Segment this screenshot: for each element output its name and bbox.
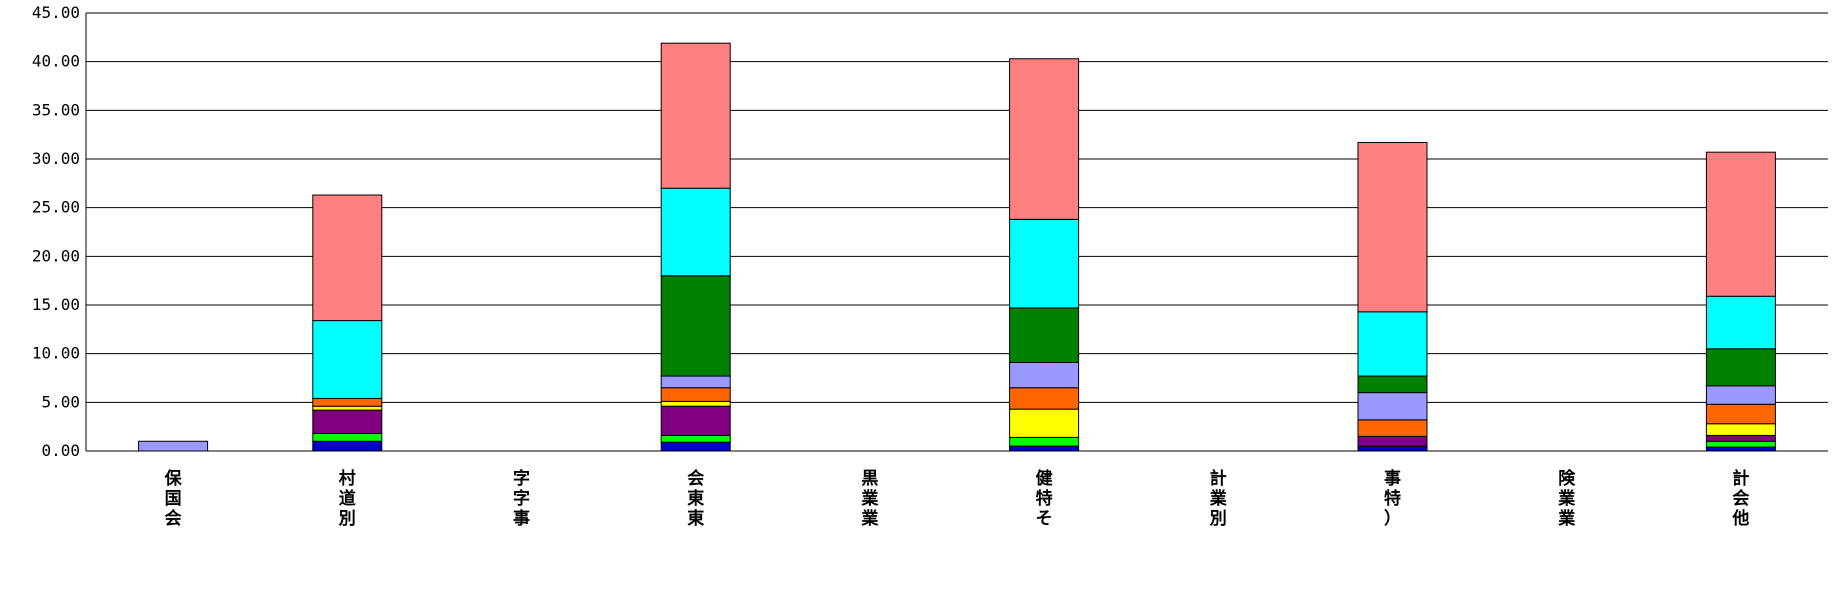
y-tick-label: 25.00 [32,198,80,217]
bar-segment [1705,403,1776,425]
x-category-label: 村道別 [338,468,356,529]
bar-segment [1009,58,1080,220]
bar-segment [1357,141,1428,313]
x-category-label: 字字事 [513,468,530,529]
bar-segment [1357,392,1428,421]
y-tick-label: 5.00 [41,392,80,411]
bar-segment [1009,387,1080,410]
y-tick-label: 45.00 [32,3,80,22]
bar-segment [312,432,383,442]
y-tick-label: 35.00 [32,100,80,119]
y-tick-label: 40.00 [32,52,80,71]
bar-segment [312,405,383,411]
bar-segment [660,400,731,407]
bar-segment [138,440,209,452]
bar-segment [1705,348,1776,387]
bar-segment [312,409,383,434]
bar-segment [1357,435,1428,447]
x-category-label: 健特そ [1036,468,1053,529]
x-category-label: 計業別 [1209,468,1227,529]
bar-segment [312,320,383,399]
bar-segment [1705,440,1776,448]
y-tick-label: 0.00 [41,441,80,460]
bar-segment [312,440,383,452]
x-category-label: 計会他 [1731,468,1749,529]
bar-segment [1705,434,1776,442]
bar-segment [660,275,731,377]
bar-segment [1009,218,1080,309]
bar-segment [312,397,383,407]
bar-segment [1357,375,1428,394]
bar-segment [660,387,731,402]
bar-segment [660,434,731,443]
bar-segment [1009,445,1080,452]
bar-segment [660,42,731,189]
bar-segment [1705,295,1776,350]
bar-segment [1009,361,1080,389]
bar-segment [1009,408,1080,438]
bar-segment [1009,436,1080,447]
bar-segment [1357,445,1428,452]
bar-segment [660,375,731,389]
bar-segment [660,405,731,436]
bar-segment [1705,446,1776,452]
y-tick-label: 15.00 [32,295,80,314]
y-tick-label: 30.00 [32,149,80,168]
bar-segment [1705,385,1776,405]
bar-segment [1705,423,1776,436]
x-category-label: 会東東 [687,468,704,529]
x-category-label: 険業業 [1558,468,1576,529]
bar-segment [1009,307,1080,363]
y-tick-label: 10.00 [32,344,80,363]
x-category-label: 事特） [1384,469,1401,529]
x-category-label: 保国会 [164,468,183,529]
bar-segment [312,194,383,322]
bar-segment [1357,311,1428,377]
bar-segment [660,441,731,452]
bar-segment [1705,151,1776,297]
bar-segment [660,187,731,277]
bar-segment [1357,419,1428,437]
x-category-label: 黒業業 [861,469,878,529]
y-tick-label: 20.00 [32,246,80,265]
